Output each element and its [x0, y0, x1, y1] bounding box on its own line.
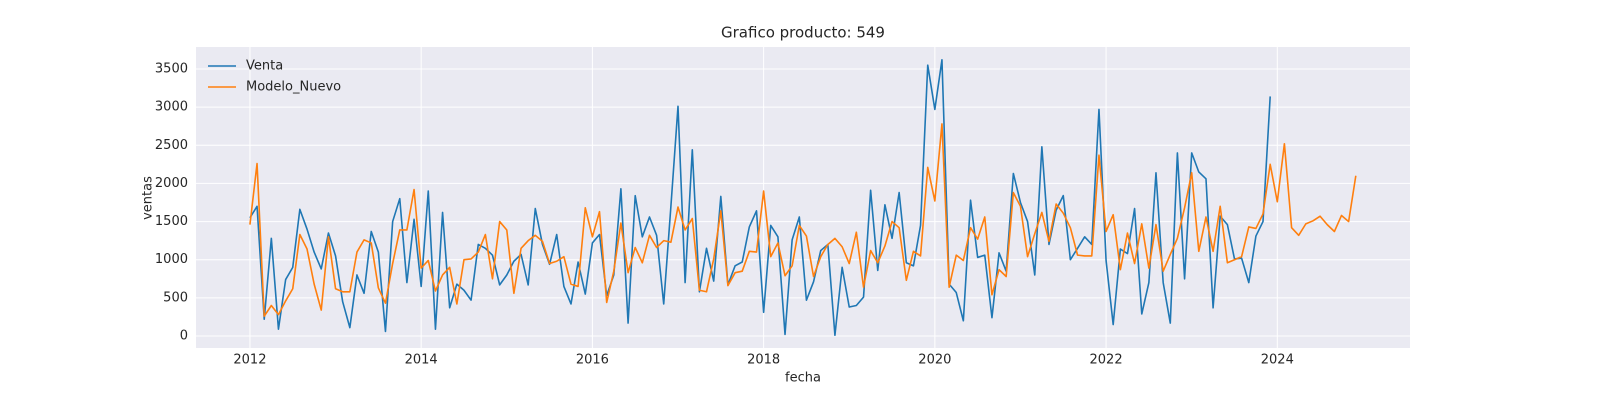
- x-axis-label: fecha: [785, 371, 821, 386]
- chart-title: Grafico producto: 549: [721, 24, 885, 42]
- y-tick-label: 0: [180, 329, 188, 344]
- y-tick-label: 1000: [155, 252, 188, 267]
- y-tick-label: 2000: [155, 176, 188, 191]
- y-tick-label: 1500: [155, 214, 188, 229]
- y-axis-label: ventas: [141, 176, 156, 220]
- series-line: [249, 59, 1271, 337]
- legend-label: Venta: [246, 59, 283, 74]
- series-line: [249, 123, 1357, 317]
- y-tick-label: 3500: [155, 61, 188, 76]
- x-tick-label: 2020: [918, 353, 951, 368]
- legend-label: Modelo_Nuevo: [246, 80, 341, 95]
- x-tick-label: 2016: [576, 353, 609, 368]
- x-tick-label: 2012: [233, 353, 266, 368]
- y-tick-label: 2500: [155, 138, 188, 153]
- x-tick-label: 2014: [405, 353, 438, 368]
- plot-area: [196, 47, 1410, 348]
- x-tick-label: 2024: [1261, 353, 1294, 368]
- x-tick-label: 2022: [1090, 353, 1123, 368]
- y-tick-label: 3000: [155, 100, 188, 115]
- x-tick-label: 2018: [747, 353, 780, 368]
- y-tick-label: 500: [163, 290, 188, 305]
